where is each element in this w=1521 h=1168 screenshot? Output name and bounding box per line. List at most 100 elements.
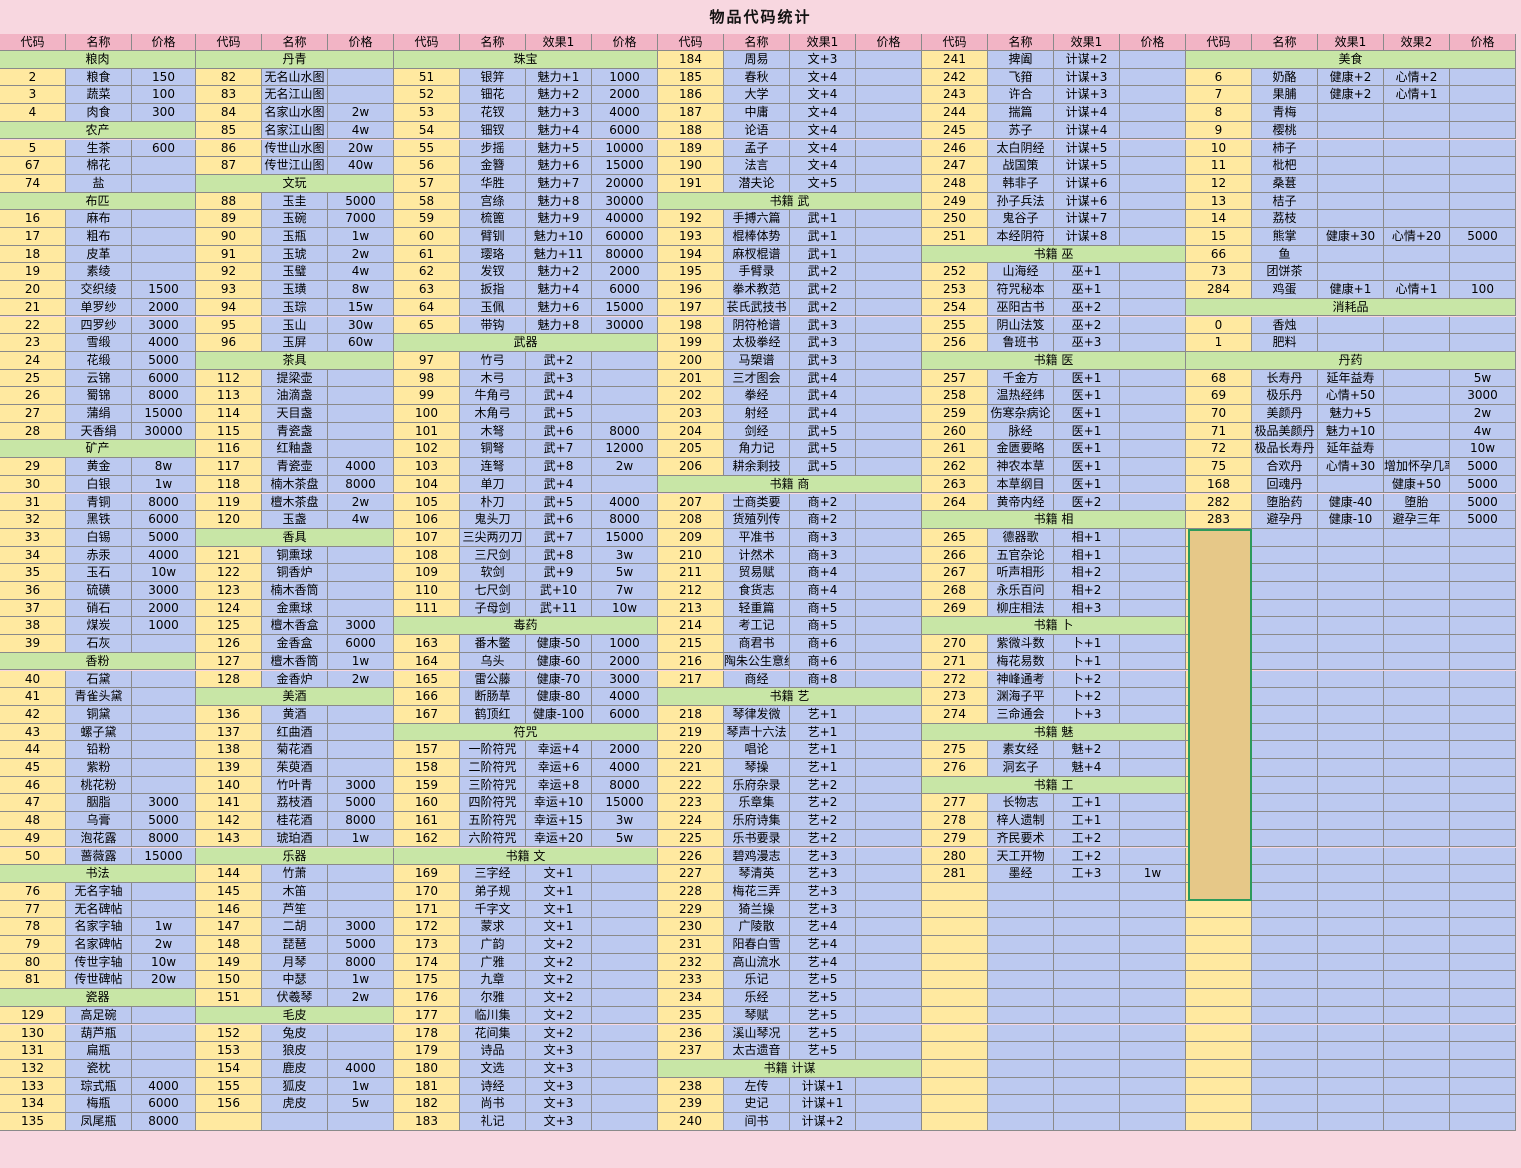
table-cell[interactable]: [856, 953, 922, 972]
table-cell[interactable]: 玉璧: [262, 263, 328, 282]
item-code-cell[interactable]: 133: [0, 1077, 66, 1096]
selected-cell-range[interactable]: [1188, 529, 1252, 901]
table-cell[interactable]: 二胡: [262, 918, 328, 936]
table-cell[interactable]: [1450, 812, 1516, 830]
table-cell[interactable]: 间书: [724, 1113, 790, 1131]
table-cell[interactable]: 论语: [724, 121, 790, 140]
table-cell[interactable]: [1252, 582, 1318, 600]
item-code-cell[interactable]: 249: [922, 192, 988, 211]
table-cell[interactable]: 法言: [724, 157, 790, 175]
table-cell[interactable]: [592, 1024, 658, 1043]
table-cell[interactable]: 商+2: [790, 493, 856, 512]
table-cell[interactable]: 武+4: [526, 475, 592, 494]
item-code-cell[interactable]: [922, 1113, 988, 1131]
table-cell[interactable]: 武+2: [526, 351, 592, 370]
table-cell[interactable]: 文+5: [790, 174, 856, 193]
table-cell[interactable]: [856, 104, 922, 122]
table-cell[interactable]: [1054, 1113, 1120, 1131]
item-code-cell[interactable]: 152: [196, 1024, 262, 1043]
table-cell[interactable]: 马槊谱: [724, 351, 790, 370]
table-cell[interactable]: 8w: [132, 458, 196, 476]
table-cell[interactable]: [328, 865, 394, 883]
item-code-cell[interactable]: 7: [1186, 86, 1252, 105]
table-cell[interactable]: 文+3: [526, 1042, 592, 1060]
item-code-cell[interactable]: 125: [196, 617, 262, 636]
item-code-cell[interactable]: 237: [658, 1042, 724, 1060]
table-cell[interactable]: 玉石: [66, 564, 132, 582]
table-cell[interactable]: 8000: [132, 1113, 196, 1131]
table-cell[interactable]: 桔子: [1252, 192, 1318, 211]
item-code-cell[interactable]: [1186, 1042, 1252, 1060]
item-code-cell[interactable]: 129: [0, 1006, 66, 1025]
section-header[interactable]: 书籍 相: [922, 511, 1186, 529]
table-cell[interactable]: 粮食: [66, 68, 132, 87]
item-code-cell[interactable]: 190: [658, 157, 724, 175]
table-cell[interactable]: 鬼谷子: [988, 210, 1054, 228]
table-cell[interactable]: 铜香炉: [262, 564, 328, 582]
table-cell[interactable]: 文+2: [526, 989, 592, 1007]
table-cell[interactable]: 艺+2: [790, 829, 856, 848]
section-header[interactable]: 丹青: [196, 51, 394, 69]
table-cell[interactable]: 健康+2: [1318, 86, 1384, 105]
table-cell[interactable]: [856, 794, 922, 813]
table-cell[interactable]: [1120, 174, 1186, 193]
item-code-cell[interactable]: 52: [394, 86, 460, 105]
item-code-cell[interactable]: 115: [196, 422, 262, 441]
table-cell[interactable]: 子母剑: [460, 599, 526, 618]
table-cell[interactable]: 卜+3: [1054, 705, 1120, 724]
table-cell[interactable]: [1318, 1024, 1384, 1043]
table-cell[interactable]: [1318, 794, 1384, 813]
table-cell[interactable]: [1384, 971, 1450, 990]
table-cell[interactable]: 手搏六篇: [724, 210, 790, 228]
item-code-cell[interactable]: 89: [196, 210, 262, 228]
table-cell[interactable]: [1384, 900, 1450, 919]
table-cell[interactable]: [856, 652, 922, 671]
table-cell[interactable]: 100: [1450, 281, 1516, 299]
item-code-cell[interactable]: 6: [1186, 68, 1252, 87]
table-cell[interactable]: 红曲酒: [262, 723, 328, 742]
column-header[interactable]: 名称: [66, 34, 132, 51]
table-cell[interactable]: 四罗纱: [66, 316, 132, 335]
table-cell[interactable]: 凤尾瓶: [66, 1113, 132, 1131]
table-cell[interactable]: 魅力+2: [526, 263, 592, 282]
item-code-cell[interactable]: 70: [1186, 405, 1252, 423]
item-code-cell[interactable]: 165: [394, 670, 460, 689]
table-cell[interactable]: 楠木香筒: [262, 582, 328, 600]
table-cell[interactable]: [1120, 1024, 1186, 1043]
item-code-cell[interactable]: 83: [196, 86, 262, 105]
table-cell[interactable]: 计谋+8: [1054, 228, 1120, 246]
table-cell[interactable]: 武+5: [790, 422, 856, 441]
table-cell[interactable]: 4w: [1450, 422, 1516, 441]
table-cell[interactable]: 三命通会: [988, 705, 1054, 724]
item-code-cell[interactable]: 172: [394, 918, 460, 936]
table-cell[interactable]: 4000: [328, 458, 394, 476]
table-cell[interactable]: 工+3: [1054, 865, 1120, 883]
table-cell[interactable]: 单罗纱: [66, 298, 132, 317]
item-code-cell[interactable]: 151: [196, 989, 262, 1007]
table-cell[interactable]: 宫绦: [460, 192, 526, 211]
table-cell[interactable]: [1450, 971, 1516, 990]
table-cell[interactable]: [1450, 776, 1516, 795]
table-cell[interactable]: 名家碑帖: [66, 936, 132, 954]
item-code-cell[interactable]: 161: [394, 812, 460, 830]
item-code-cell[interactable]: 258: [922, 387, 988, 405]
table-cell[interactable]: 文+2: [526, 1006, 592, 1025]
item-code-cell[interactable]: 204: [658, 422, 724, 441]
table-cell[interactable]: 琮式瓶: [66, 1077, 132, 1096]
table-cell[interactable]: 尚书: [460, 1095, 526, 1113]
table-cell[interactable]: 计谋+1: [790, 1077, 856, 1096]
item-code-cell[interactable]: 81: [0, 971, 66, 990]
table-cell[interactable]: [1054, 918, 1120, 936]
item-code-cell[interactable]: 154: [196, 1059, 262, 1078]
item-code-cell[interactable]: 141: [196, 794, 262, 813]
item-code-cell[interactable]: 112: [196, 369, 262, 388]
table-cell[interactable]: [1120, 900, 1186, 919]
table-cell[interactable]: [1318, 1077, 1384, 1096]
item-code-cell[interactable]: 31: [0, 493, 66, 512]
section-header[interactable]: 珠宝: [394, 51, 658, 69]
item-code-cell[interactable]: 24: [0, 351, 66, 370]
table-cell[interactable]: 巫+1: [1054, 281, 1120, 299]
item-code-cell[interactable]: [1186, 918, 1252, 936]
table-cell[interactable]: 10w: [592, 599, 658, 618]
table-cell[interactable]: [1252, 776, 1318, 795]
